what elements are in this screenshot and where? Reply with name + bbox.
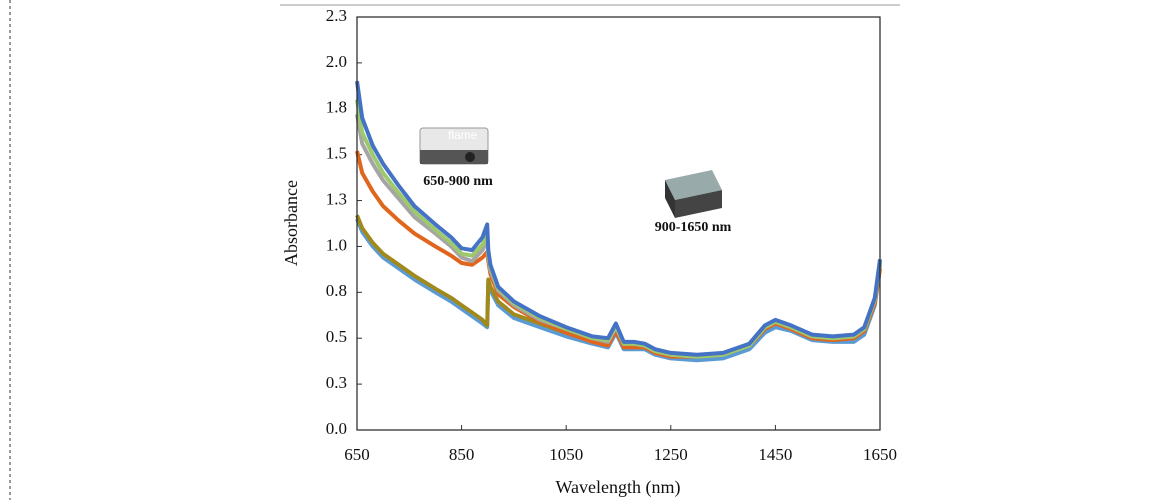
spectrum-line bbox=[355, 80, 882, 357]
x-tick-label: 650 bbox=[344, 445, 370, 464]
x-tick-label: 1250 bbox=[654, 445, 688, 464]
annotation: 650-900 nm bbox=[423, 174, 493, 189]
annotation: flame bbox=[448, 128, 478, 142]
x-tick-label: 1450 bbox=[758, 445, 792, 464]
x-tick-label: 1650 bbox=[863, 445, 897, 464]
y-tick-label: 1.3 bbox=[326, 189, 347, 208]
x-tick-label: 1050 bbox=[549, 445, 583, 464]
y-tick-label: 0.8 bbox=[326, 281, 347, 300]
x-tick-label: 850 bbox=[449, 445, 475, 464]
annotation: 900-1650 nm bbox=[655, 220, 732, 235]
y-tick-label: 1.0 bbox=[326, 235, 347, 254]
device-icon-1 bbox=[419, 127, 489, 165]
y-tick-label: 2.0 bbox=[326, 52, 347, 71]
device-icon-2 bbox=[665, 170, 722, 218]
y-tick-label: 1.5 bbox=[326, 144, 347, 163]
y-axis-label: Absorbance bbox=[281, 180, 301, 266]
y-tick-label: 2.3 bbox=[326, 6, 347, 25]
y-tick-label: 0.5 bbox=[326, 327, 347, 346]
plot-frame bbox=[356, 16, 881, 431]
y-tick-label: 0.3 bbox=[326, 373, 347, 392]
y-tick-label: 1.8 bbox=[326, 98, 347, 117]
y-tick-label: 0.0 bbox=[326, 419, 347, 438]
x-axis-label: Wavelength (nm) bbox=[555, 477, 680, 498]
